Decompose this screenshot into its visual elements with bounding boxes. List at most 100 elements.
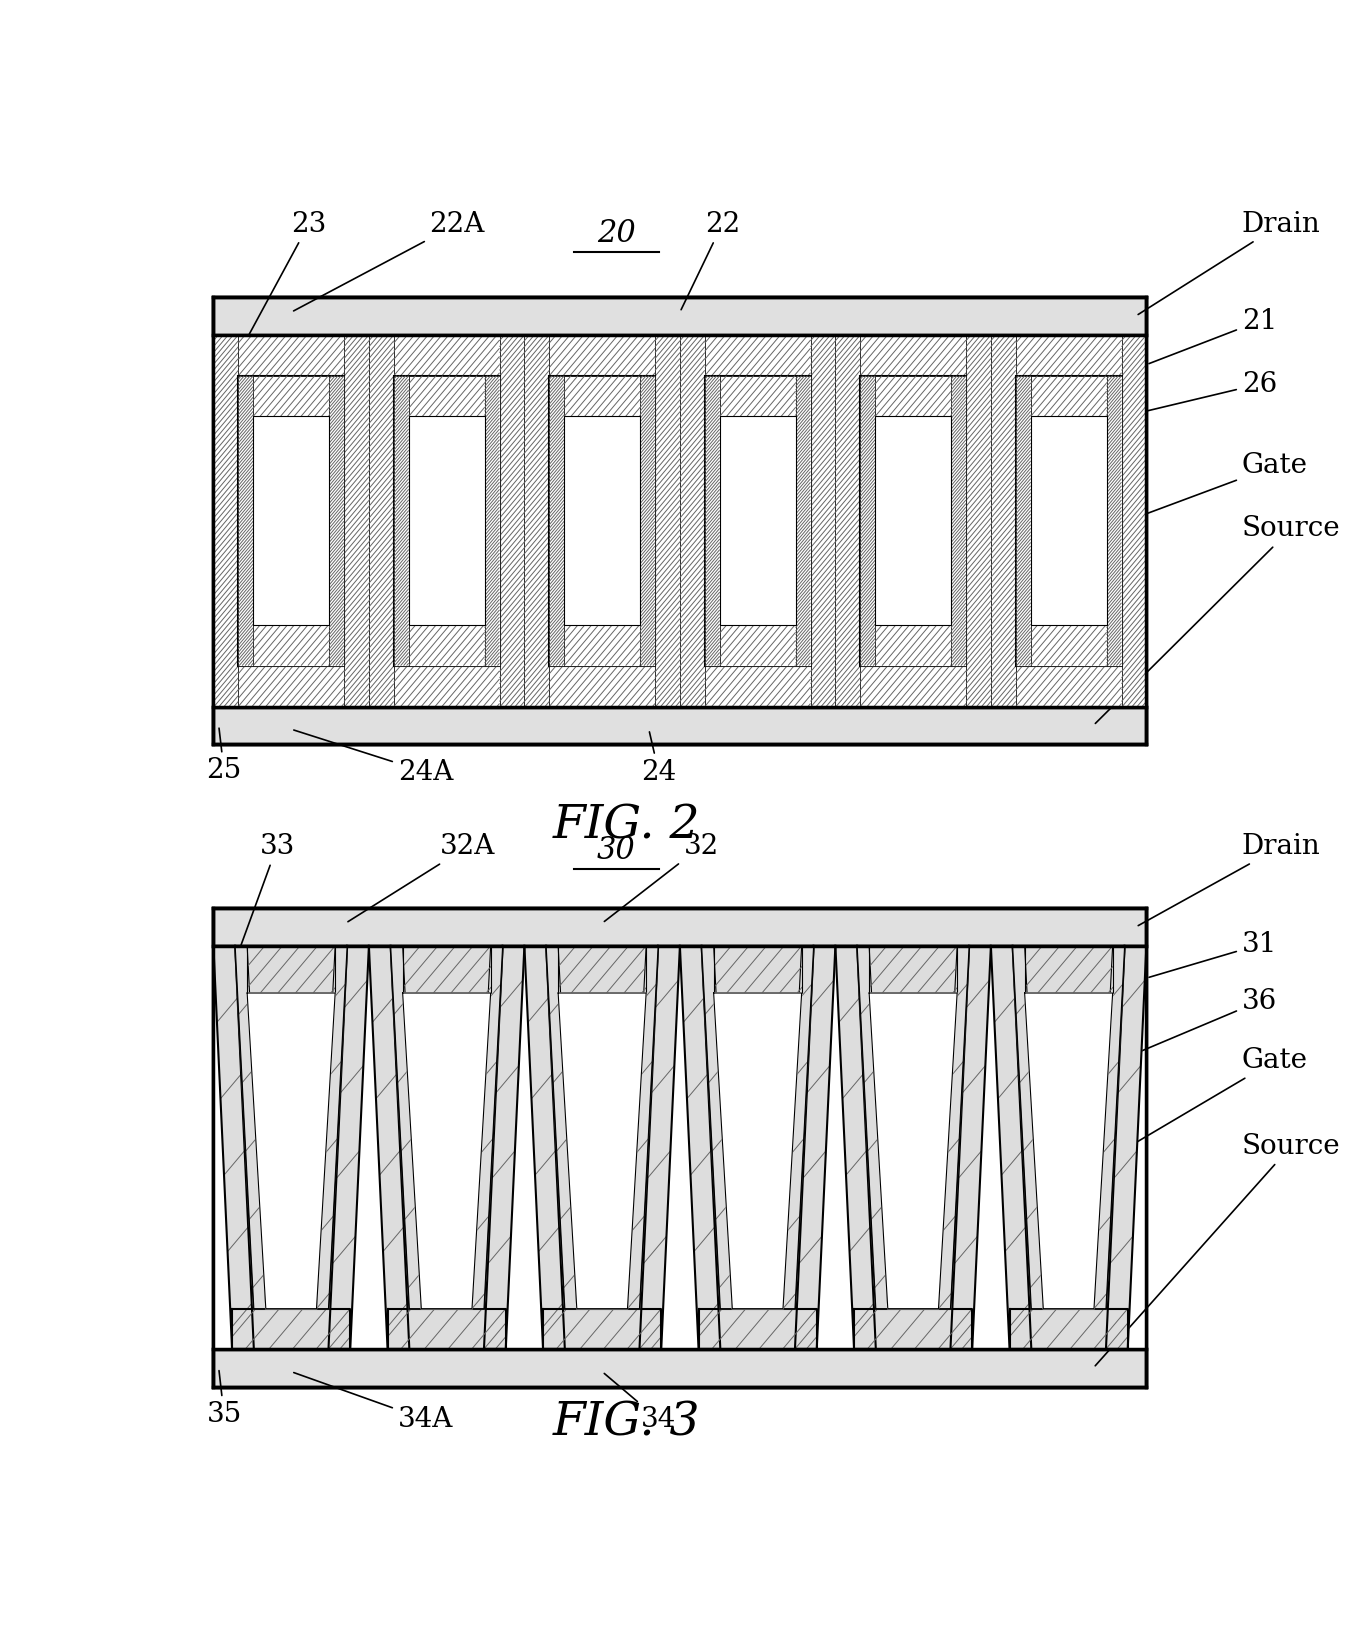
Polygon shape	[248, 946, 335, 993]
Bar	[720, 376, 796, 416]
Text: Drain: Drain	[1138, 833, 1320, 926]
Polygon shape	[546, 946, 577, 1309]
Polygon shape	[213, 946, 369, 1350]
Bar	[860, 666, 966, 707]
Bar	[876, 625, 951, 666]
Polygon shape	[858, 946, 969, 1309]
Text: 32: 32	[605, 833, 718, 921]
Bar	[253, 625, 330, 666]
Bar	[238, 376, 253, 666]
Polygon shape	[1012, 946, 1124, 1309]
Polygon shape	[836, 946, 990, 1350]
Bar	[409, 625, 484, 666]
Bar	[680, 335, 705, 707]
Polygon shape	[558, 993, 646, 1309]
Text: 24A: 24A	[294, 730, 453, 785]
Polygon shape	[938, 946, 969, 1309]
Bar	[550, 666, 655, 707]
Bar	[550, 376, 564, 666]
Bar	[238, 376, 343, 666]
Polygon shape	[1025, 993, 1112, 1309]
Bar	[213, 335, 1146, 707]
Polygon shape	[391, 946, 502, 1309]
Polygon shape	[1012, 946, 1044, 1309]
Text: 35: 35	[207, 1371, 242, 1428]
Polygon shape	[836, 946, 876, 1350]
Bar	[238, 666, 343, 707]
Bar	[990, 335, 1016, 707]
Bar	[705, 666, 810, 707]
Bar	[1030, 416, 1107, 625]
Bar	[1030, 376, 1107, 416]
Text: FIG. 2: FIG. 2	[553, 803, 700, 849]
Polygon shape	[1010, 1309, 1127, 1350]
Polygon shape	[639, 946, 680, 1350]
Bar	[550, 335, 655, 376]
Polygon shape	[990, 946, 1146, 1350]
Text: 26: 26	[1126, 371, 1278, 416]
Polygon shape	[702, 946, 814, 1309]
Bar	[796, 376, 810, 666]
Bar	[409, 416, 484, 625]
Bar	[394, 376, 409, 666]
Bar	[499, 335, 524, 707]
Bar	[720, 625, 796, 666]
Bar	[524, 335, 550, 707]
Polygon shape	[854, 1309, 973, 1350]
Polygon shape	[387, 1309, 506, 1350]
Text: Source: Source	[1096, 515, 1341, 723]
Polygon shape	[391, 946, 421, 1309]
Text: 24: 24	[642, 731, 676, 785]
Polygon shape	[869, 946, 958, 993]
Polygon shape	[680, 946, 721, 1350]
Bar	[876, 416, 951, 625]
Text: 30: 30	[596, 836, 636, 867]
Polygon shape	[235, 946, 265, 1309]
Bar	[394, 376, 499, 666]
Bar	[484, 376, 499, 666]
Polygon shape	[235, 946, 347, 1309]
Bar	[1016, 335, 1122, 376]
Polygon shape	[213, 946, 254, 1350]
Bar	[394, 666, 499, 707]
Bar	[1016, 376, 1030, 666]
Bar	[1016, 376, 1122, 666]
Text: Source: Source	[1096, 1132, 1341, 1366]
Polygon shape	[402, 946, 491, 993]
Polygon shape	[680, 946, 836, 1350]
Bar	[705, 376, 720, 666]
Polygon shape	[233, 1309, 350, 1350]
Polygon shape	[248, 993, 335, 1309]
Polygon shape	[524, 946, 680, 1350]
Polygon shape	[869, 993, 958, 1309]
Bar	[213, 908, 1146, 1387]
Polygon shape	[795, 946, 836, 1350]
Text: 20: 20	[596, 218, 636, 249]
Polygon shape	[328, 946, 369, 1350]
Bar	[876, 376, 951, 416]
Polygon shape	[1094, 946, 1124, 1309]
Text: 25: 25	[207, 728, 242, 784]
Polygon shape	[402, 993, 491, 1309]
Bar	[810, 335, 836, 707]
Polygon shape	[484, 946, 524, 1350]
Bar	[253, 416, 330, 625]
Text: FIG. 3: FIG. 3	[553, 1400, 700, 1446]
Bar	[705, 376, 810, 666]
Text: 23: 23	[220, 211, 327, 388]
Bar	[550, 376, 655, 666]
Bar	[213, 946, 1146, 1350]
Bar	[564, 416, 640, 625]
Polygon shape	[369, 946, 409, 1350]
Polygon shape	[546, 946, 658, 1309]
Bar	[951, 376, 966, 666]
Polygon shape	[628, 946, 658, 1309]
Bar	[1016, 666, 1122, 707]
Bar	[369, 335, 394, 707]
Polygon shape	[1025, 946, 1112, 993]
Bar	[1030, 625, 1107, 666]
Bar	[213, 908, 1146, 946]
Polygon shape	[951, 946, 990, 1350]
Polygon shape	[699, 1309, 817, 1350]
Bar	[394, 335, 499, 376]
